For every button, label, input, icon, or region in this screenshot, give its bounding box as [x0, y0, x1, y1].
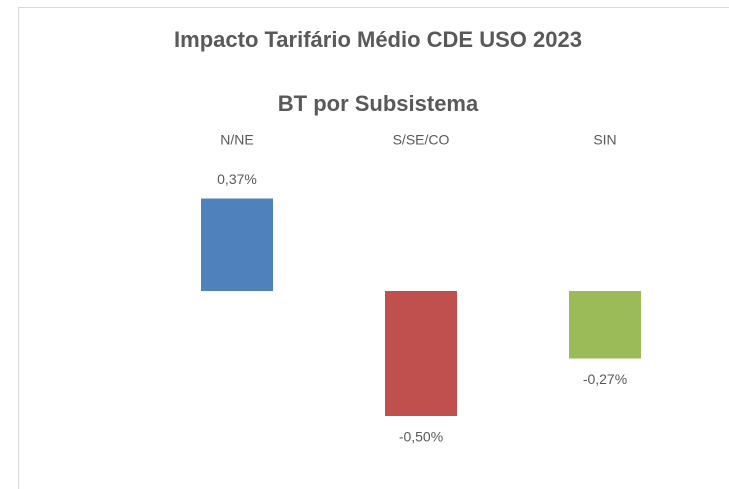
- bar: [201, 198, 273, 291]
- bar: [569, 291, 641, 359]
- category-label: N/NE: [220, 132, 253, 148]
- category-label: S/SE/CO: [393, 132, 450, 148]
- value-label: -0,50%: [399, 429, 443, 445]
- value-label: 0,37%: [217, 171, 257, 187]
- chart-subtitle: BT por Subsistema: [278, 91, 479, 116]
- bar: [385, 291, 457, 416]
- chart-frame: [18, 7, 729, 489]
- value-label: -0,27%: [583, 371, 627, 387]
- chart-title: Impacto Tarifário Médio CDE USO 2023: [174, 27, 582, 52]
- category-label: SIN: [593, 132, 616, 148]
